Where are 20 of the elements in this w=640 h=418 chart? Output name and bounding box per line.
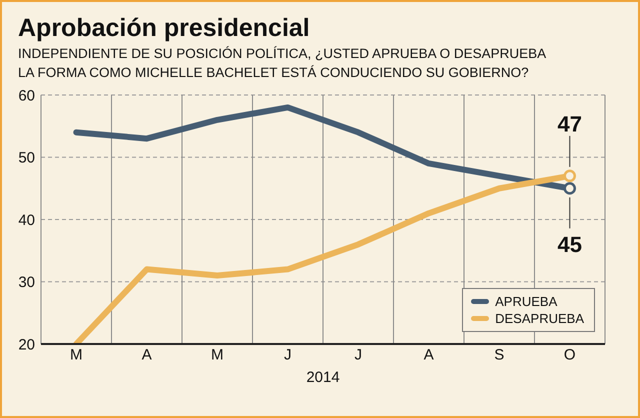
x-tick-label: M [211,346,224,364]
y-tick-label: 50 [18,150,35,167]
x-tick-label: A [424,346,434,364]
legend-label: DESAPRUEBA [495,311,584,326]
legend-label: APRUEBA [495,294,558,309]
chart-subtitle: INDEPENDIENTE DE SU POSICIÓN POLÍTICA, ¿USTED APRUEBA O DESAPRUEBA LA FORMA COMO MICHELLE BACHELET ESTÁ CONDUCIENDO SU GOBIERNO? [18,45,546,82]
data-label: 47 [558,111,582,136]
data-label: 45 [558,232,582,257]
x-tick-label: S [494,346,504,364]
y-tick-label: 40 [18,212,35,229]
x-tick-label: A [142,346,152,364]
x-tick-label: M [70,346,82,364]
x-axis-title: 2014 [306,369,340,386]
y-tick-label: 60 [18,87,35,104]
y-tick-label: 20 [18,336,35,354]
x-tick-label: O [564,346,576,364]
chart-title: Aprobación presidencial [18,13,310,43]
y-tick-label: 30 [18,274,35,292]
x-tick-label: J [354,346,362,364]
x-tick-label: J [284,346,292,364]
